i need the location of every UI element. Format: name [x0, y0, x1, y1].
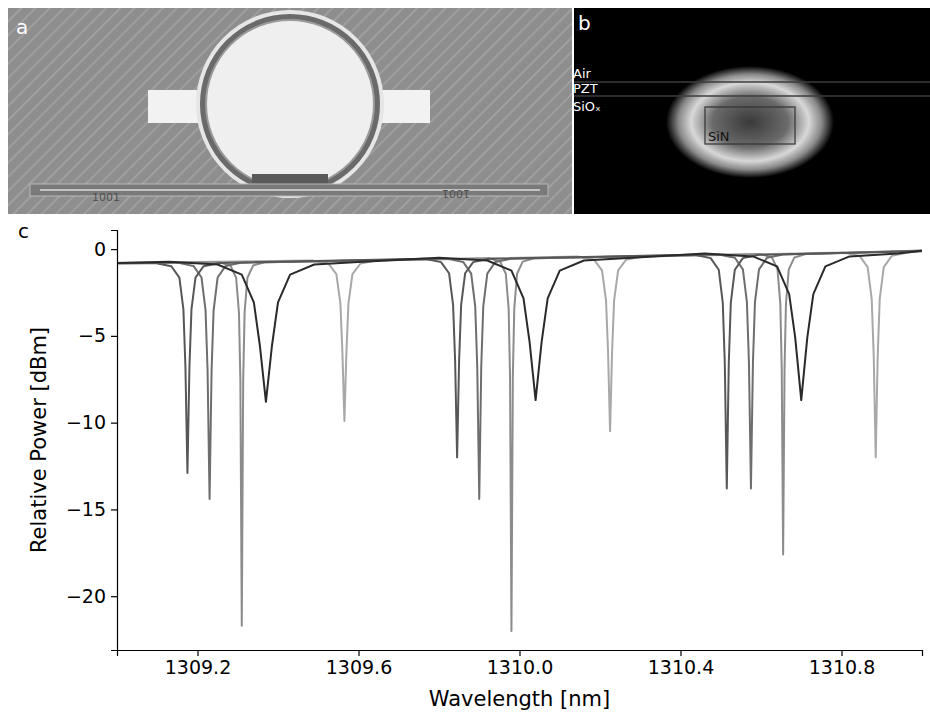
tick-mark	[841, 650, 842, 656]
layer-label: SiOₓ	[573, 99, 601, 114]
spectrum-line	[117, 251, 922, 488]
panel-b: AirPZT SiOₓ SiN b	[573, 8, 930, 214]
spectrum-line	[117, 250, 922, 630]
tick-mark	[519, 650, 520, 656]
tick-mark	[680, 650, 681, 656]
marking: 1001	[442, 187, 470, 200]
tick-label: 1310.8	[809, 656, 875, 678]
spectrum-line	[117, 251, 922, 402]
tick: 1310.0	[487, 650, 553, 678]
x-axis-title: Wavelength [nm]	[429, 687, 610, 711]
figure: 1001 1001 a AirPZT SiOₓ SiN b c 1309.2 1309.6 1310…	[0, 0, 930, 715]
tick-mark	[197, 650, 198, 656]
panel-label: c	[18, 219, 29, 243]
tick-mark	[358, 650, 359, 656]
ring-electrode	[206, 20, 374, 188]
x-axis: 1309.2 1309.6 1310.0 1310.4 1310.8	[118, 650, 923, 678]
micrograph-background	[8, 8, 572, 214]
sin-core	[705, 107, 795, 144]
axis-line	[118, 651, 923, 657]
layer-boundary	[574, 81, 930, 83]
tick-mark	[111, 596, 117, 597]
tick-mark	[111, 336, 117, 337]
tick-label: 1309.6	[326, 656, 392, 678]
mode-background	[574, 8, 930, 214]
tick: 1310.8	[809, 650, 875, 678]
tick-label: −20	[66, 585, 106, 607]
panel-a: 1001 1001 a	[8, 8, 572, 214]
ring-outer	[198, 12, 382, 196]
mode-field	[666, 66, 834, 178]
layer-label: Air	[573, 66, 592, 81]
tick-label: −5	[78, 324, 106, 346]
tick-label: 1310.4	[648, 656, 714, 678]
layer-boundary	[574, 95, 930, 97]
panel-c: c 1309.2 1309.6 1310.0 1310.4 1310.8 0 −5 −10 −15…	[18, 219, 923, 711]
core-label: SiN	[708, 129, 730, 144]
tick-label: −10	[66, 411, 106, 433]
tick: −10	[66, 411, 117, 433]
tick-label: 0	[94, 238, 106, 260]
panel-label: a	[16, 15, 28, 39]
tick: −5	[78, 324, 117, 346]
y-axis-title: Relative Power [dBm]	[27, 327, 51, 553]
marking: 1001	[92, 191, 120, 204]
y-axis: 0 −5 −10 −15 −20	[66, 231, 118, 651]
plot-lines	[117, 250, 922, 630]
tick: 0	[94, 238, 117, 260]
tick-label: 1309.2	[165, 656, 231, 678]
tick-mark	[111, 423, 117, 424]
tick-label: 1310.0	[487, 656, 553, 678]
spectrum-line	[117, 251, 922, 499]
tick: 1310.4	[648, 650, 714, 678]
axis-line	[111, 231, 118, 651]
tick-label: −15	[66, 498, 106, 520]
tick-mark	[111, 509, 117, 510]
tick-mark	[111, 249, 117, 250]
tick: −15	[66, 498, 117, 520]
panel-label: b	[578, 11, 591, 35]
layer-label: PZT	[573, 81, 598, 96]
spectrum-line	[117, 251, 922, 458]
tick: 1309.2	[165, 650, 231, 678]
tick: 1309.6	[326, 650, 392, 678]
tick: −20	[66, 585, 117, 607]
